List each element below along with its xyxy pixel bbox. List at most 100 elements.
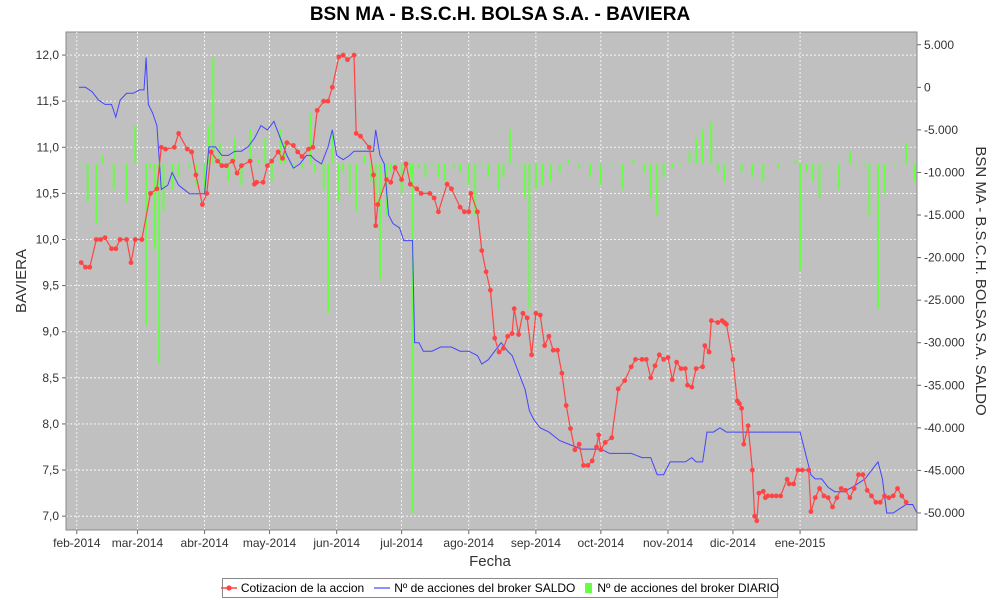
price-point	[589, 458, 595, 464]
diario-bar	[95, 163, 98, 224]
x-tick-label: ago-2014	[443, 536, 494, 550]
price-point	[745, 423, 751, 429]
axes-layer: feb-2014 mar-2014 abr-2014 may-2014 jun-2014…	[36, 32, 965, 550]
diario-bar	[327, 163, 330, 313]
price-point	[284, 140, 290, 146]
diario-bar	[279, 129, 282, 164]
diario-bar	[688, 151, 691, 164]
diario-bar	[498, 163, 501, 190]
price-point	[890, 493, 896, 499]
y2-tick-label: -20.000	[924, 251, 965, 265]
price-point	[193, 172, 199, 178]
price-point	[87, 264, 93, 270]
y-tick-label: 10,5	[36, 186, 60, 200]
price-point	[851, 486, 857, 491]
diario-bar	[671, 163, 674, 169]
price-point	[230, 158, 236, 164]
price-point	[219, 163, 225, 169]
price-point	[864, 487, 870, 493]
price-point	[609, 435, 615, 441]
y2-tick-label: -40.000	[924, 421, 965, 435]
price-point	[516, 332, 521, 337]
price-point	[475, 209, 480, 215]
price-point	[392, 165, 398, 171]
price-point	[639, 357, 645, 362]
diario-bar	[467, 163, 470, 186]
price-point	[572, 447, 578, 453]
price-point	[834, 495, 840, 501]
price-point	[98, 237, 103, 242]
price-point	[652, 363, 658, 369]
price-point	[860, 472, 866, 478]
y-tick-label: 11,0	[37, 140, 60, 154]
diario-bar	[80, 163, 83, 165]
price-point	[806, 467, 812, 473]
diario-bar	[270, 163, 273, 181]
price-point	[550, 347, 556, 353]
diario-bar	[314, 163, 317, 173]
diario-bar	[864, 163, 867, 165]
price-point	[899, 493, 905, 499]
diario-bar	[292, 163, 295, 169]
price-point	[533, 310, 539, 316]
price-point	[102, 235, 108, 241]
price-point	[706, 349, 712, 355]
price-point	[598, 447, 604, 453]
x-tick-label: feb-2014	[53, 536, 101, 550]
price-point	[877, 499, 883, 505]
diario-bar	[125, 163, 128, 203]
price-point	[765, 493, 770, 499]
price-point	[239, 163, 244, 169]
x-tick-label: mar-2014	[112, 536, 164, 550]
diario-bar	[459, 163, 462, 173]
price-point	[739, 405, 744, 411]
diario-bar	[710, 121, 713, 164]
price-point	[189, 149, 195, 155]
price-point	[825, 495, 831, 501]
diario-bar	[883, 163, 886, 194]
diario-bar	[342, 163, 345, 173]
price-point	[869, 493, 874, 499]
price-point	[375, 202, 381, 207]
diario-bar	[805, 163, 808, 173]
diario-bar	[474, 163, 477, 216]
diario-bar	[515, 163, 518, 165]
price-point	[295, 149, 301, 155]
price-point	[648, 375, 654, 381]
diario-bar	[541, 163, 544, 186]
price-point	[139, 237, 145, 242]
price-point	[113, 246, 119, 252]
price-point	[353, 131, 359, 136]
price-point	[537, 312, 543, 318]
diario-bar	[389, 163, 392, 173]
diario-bar	[264, 138, 267, 164]
price-point	[373, 223, 379, 229]
price-layer	[78, 52, 909, 524]
price-point	[158, 144, 164, 150]
price-point	[856, 472, 861, 478]
x-tick-label: dic-2014	[710, 536, 756, 550]
diario-bar	[558, 163, 561, 173]
diario-bar	[812, 163, 815, 181]
diario-bar	[740, 163, 743, 173]
price-point	[769, 493, 775, 499]
price-point	[529, 352, 534, 358]
x-tick-label: may-2014	[243, 536, 297, 550]
chart-title: BSN MA - B.S.C.H. BOLSA S.A. - BAVIERA	[309, 4, 691, 25]
diario-bar	[632, 159, 635, 164]
diario-bar	[394, 163, 397, 165]
price-point	[280, 155, 285, 161]
price-point	[388, 179, 394, 185]
diario-bar	[502, 163, 505, 177]
diario-bar	[480, 163, 483, 165]
price-point	[903, 499, 909, 505]
y2-tick-label: -5.000	[924, 123, 958, 137]
price-point	[403, 161, 409, 167]
y-tick-label: 7,5	[42, 463, 59, 477]
diario-bar	[331, 134, 334, 164]
diario-bar	[337, 163, 340, 203]
price-point	[444, 181, 450, 187]
price-point	[93, 237, 99, 242]
price-point	[462, 209, 467, 215]
